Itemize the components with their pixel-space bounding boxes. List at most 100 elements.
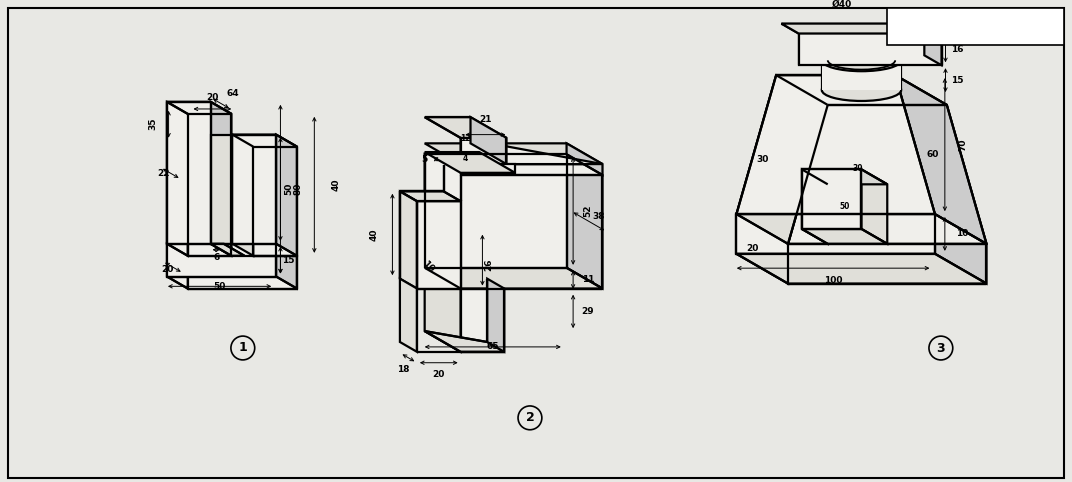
Text: 18: 18 xyxy=(398,365,410,374)
Polygon shape xyxy=(781,24,941,33)
Polygon shape xyxy=(822,60,902,90)
Polygon shape xyxy=(567,143,602,175)
Text: 60: 60 xyxy=(926,150,938,159)
Text: 1: 1 xyxy=(238,341,248,354)
Polygon shape xyxy=(425,152,516,173)
Text: 52: 52 xyxy=(583,205,593,217)
Text: 5: 5 xyxy=(421,155,428,164)
Polygon shape xyxy=(425,143,602,164)
Text: 20: 20 xyxy=(746,244,759,254)
Text: 2: 2 xyxy=(525,411,534,424)
Polygon shape xyxy=(736,214,935,254)
Text: 40: 40 xyxy=(370,228,379,241)
Text: 50: 50 xyxy=(839,202,850,211)
Text: 12: 12 xyxy=(460,134,471,143)
Text: 6: 6 xyxy=(213,253,220,262)
Polygon shape xyxy=(461,164,602,175)
Polygon shape xyxy=(425,154,567,268)
Polygon shape xyxy=(736,214,986,244)
Polygon shape xyxy=(167,102,232,114)
Polygon shape xyxy=(461,175,602,289)
Text: 10: 10 xyxy=(956,229,969,239)
Polygon shape xyxy=(736,75,828,244)
Text: 29: 29 xyxy=(582,307,594,316)
Polygon shape xyxy=(277,134,297,256)
Polygon shape xyxy=(788,105,986,244)
Text: 10: 10 xyxy=(420,259,435,274)
Text: 20: 20 xyxy=(433,370,445,379)
Polygon shape xyxy=(188,114,232,256)
Polygon shape xyxy=(425,268,461,352)
Polygon shape xyxy=(736,75,935,214)
Polygon shape xyxy=(471,117,506,164)
Text: 80: 80 xyxy=(294,183,302,195)
Polygon shape xyxy=(417,201,461,289)
Text: 20: 20 xyxy=(206,93,219,102)
Polygon shape xyxy=(425,154,461,289)
Polygon shape xyxy=(210,134,233,244)
Polygon shape xyxy=(924,24,941,65)
Polygon shape xyxy=(210,102,232,256)
Polygon shape xyxy=(461,138,602,164)
Polygon shape xyxy=(488,279,504,352)
Polygon shape xyxy=(233,134,297,147)
Polygon shape xyxy=(461,138,506,164)
Polygon shape xyxy=(802,170,862,229)
Text: 4: 4 xyxy=(463,154,468,162)
Polygon shape xyxy=(802,170,828,244)
Polygon shape xyxy=(802,229,888,244)
Polygon shape xyxy=(167,102,188,256)
Polygon shape xyxy=(425,154,602,175)
Polygon shape xyxy=(233,134,277,244)
Polygon shape xyxy=(253,147,297,256)
Polygon shape xyxy=(400,279,417,352)
Polygon shape xyxy=(567,154,602,289)
Text: 38: 38 xyxy=(593,212,605,221)
Polygon shape xyxy=(802,170,888,184)
Text: Вариант 12: Вариант 12 xyxy=(935,20,1016,33)
Polygon shape xyxy=(188,256,297,289)
Polygon shape xyxy=(167,102,210,244)
Polygon shape xyxy=(862,170,888,244)
Text: 40: 40 xyxy=(331,178,341,191)
Polygon shape xyxy=(461,289,504,352)
Polygon shape xyxy=(400,191,417,289)
Polygon shape xyxy=(736,254,986,283)
Polygon shape xyxy=(167,244,297,256)
Text: 30: 30 xyxy=(756,155,769,164)
Text: 26: 26 xyxy=(485,259,493,271)
Text: 65: 65 xyxy=(487,342,500,351)
Text: 100: 100 xyxy=(824,276,843,284)
Bar xyxy=(888,8,1063,45)
Text: 11: 11 xyxy=(582,275,594,284)
Text: 15: 15 xyxy=(282,255,295,265)
Ellipse shape xyxy=(822,49,902,71)
Text: 70: 70 xyxy=(958,138,967,151)
Polygon shape xyxy=(935,214,986,283)
Ellipse shape xyxy=(822,79,902,101)
Polygon shape xyxy=(425,268,602,289)
Polygon shape xyxy=(788,244,986,283)
Polygon shape xyxy=(895,75,986,244)
Polygon shape xyxy=(277,244,297,289)
Polygon shape xyxy=(799,33,941,65)
Text: 3: 3 xyxy=(937,342,946,355)
Text: 50: 50 xyxy=(213,282,226,291)
Polygon shape xyxy=(425,331,504,352)
Text: 50: 50 xyxy=(284,183,293,195)
Text: 35: 35 xyxy=(148,118,158,131)
Text: 21: 21 xyxy=(479,115,492,124)
Polygon shape xyxy=(776,75,947,105)
Polygon shape xyxy=(233,134,253,256)
Polygon shape xyxy=(400,191,461,201)
Text: Ø40: Ø40 xyxy=(832,0,852,9)
Text: 22: 22 xyxy=(158,169,169,178)
Polygon shape xyxy=(461,164,516,173)
Polygon shape xyxy=(167,244,277,277)
Polygon shape xyxy=(210,244,244,256)
Text: 20: 20 xyxy=(161,265,174,274)
Text: 16: 16 xyxy=(951,45,964,54)
Polygon shape xyxy=(736,214,788,283)
Text: 64: 64 xyxy=(226,89,239,98)
Text: 15: 15 xyxy=(951,76,964,85)
